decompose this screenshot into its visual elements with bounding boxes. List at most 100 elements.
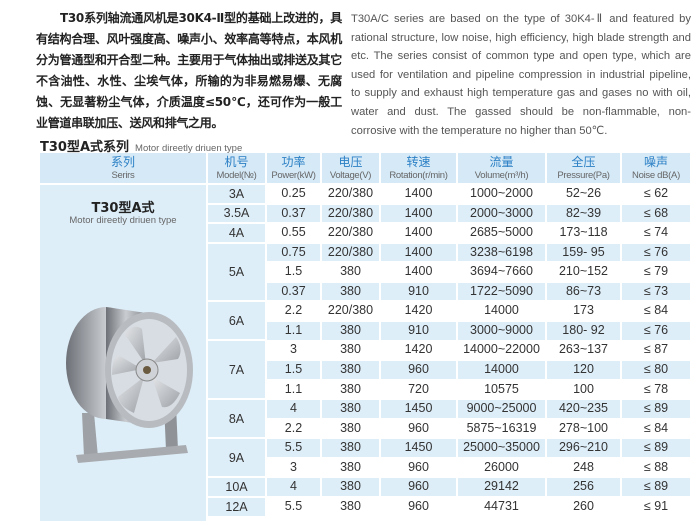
table-cell: 3238~6198: [458, 243, 545, 262]
table-cell: ≤ 91: [643, 498, 669, 513]
table-cell: ≤ 73: [622, 282, 690, 301]
table-cell: ≤ 80: [622, 361, 690, 379]
model-cell: 9A: [208, 439, 265, 477]
column-header-en: Serirs: [111, 170, 135, 181]
table-cell: 180- 92: [547, 321, 620, 340]
table-cell: 720: [408, 381, 429, 396]
table-cell: 1450: [381, 400, 456, 418]
table-cell: 220/380: [327, 186, 374, 200]
table-cell: ≤ 62: [643, 186, 669, 200]
table-cell: 380: [340, 381, 361, 396]
series-subtitle: Motor direetly driuen type: [69, 215, 177, 226]
model-cell: 6A: [208, 302, 265, 340]
table-cell: 26000: [484, 459, 519, 474]
table-cell: 420~235: [547, 400, 620, 418]
column-header: 电压 Voltage(V): [322, 153, 379, 183]
table-cell: 173: [573, 303, 594, 318]
model-cell: 8A: [208, 400, 265, 438]
table-cell: 380: [322, 439, 379, 457]
series-name: T30型A式: [91, 201, 155, 216]
table-cell: 1450: [381, 439, 456, 457]
table-cell: 380: [340, 459, 361, 474]
section-title: T30型A式系列 Motor direetly driuen type: [40, 136, 242, 155]
column-header-zh: 系列: [110, 155, 135, 169]
table-cell: 380: [340, 498, 361, 513]
table-cell: 159- 95: [547, 243, 620, 262]
table-cell: 10575: [484, 381, 519, 396]
table-cell: 220/380: [322, 243, 379, 262]
column-header-en: Rotation(r/min): [389, 170, 448, 181]
column-header: 噪声 Noise dB(A): [622, 153, 690, 183]
column-header: 机号 Model(№): [208, 153, 265, 183]
table-cell: 1.1: [284, 381, 303, 396]
table-cell: 1000~2000: [470, 186, 533, 200]
table-cell: 960: [381, 361, 456, 379]
column-header: 转速 Rotation(r/min): [381, 153, 456, 183]
column-header-zh: 全压: [571, 155, 596, 169]
table-cell: 3694~7660: [470, 264, 533, 279]
column-header-zh: 机号: [224, 155, 249, 169]
table-cell: 3000~9000: [458, 321, 545, 340]
column-header-en: Pressure(Pa): [557, 170, 610, 181]
column-header: 全压 Pressure(Pa): [547, 153, 620, 183]
table-cell: 210~152: [558, 264, 608, 279]
table-cell: ≤ 79: [643, 264, 669, 279]
table-cell: 220/380: [327, 225, 374, 240]
intro-chinese: T30系列轴流通风机是30K4-Ⅱ型的基础上改进的，具有结构合理、风叶强度高、噪…: [36, 11, 342, 130]
column-header-en: Power(kW): [271, 170, 316, 181]
table-cell: 3: [290, 342, 297, 357]
table-cell: 0.25: [281, 186, 306, 200]
table-cell: ≤ 84: [643, 303, 669, 318]
table-cell: 2.2: [284, 303, 303, 318]
table-cell: 1420: [404, 342, 433, 357]
table-cell: 380: [340, 342, 361, 357]
table-cell: 173~118: [559, 225, 608, 240]
table-cell: 86~73: [547, 282, 620, 301]
column-header-zh: 功率: [281, 155, 306, 169]
column-header-zh: 流量: [489, 155, 514, 169]
model-cell: 7A: [208, 341, 265, 399]
table-cell: 248: [573, 459, 594, 474]
table-cell: 220/380: [327, 303, 374, 318]
table-cell: ≤ 68: [622, 204, 690, 223]
table-cell: 5.5: [284, 498, 303, 513]
table-cell: ≤ 84: [643, 420, 669, 435]
table-cell: 14000: [458, 361, 545, 379]
table-cell: 380: [322, 400, 379, 418]
column-header-zh: 电压: [338, 155, 363, 169]
intro-english: T30A/C series are based on the type of 3…: [351, 13, 691, 137]
table-cell: 960: [408, 420, 429, 435]
table-cell: 960: [408, 498, 429, 513]
table-cell: 296~210: [547, 439, 620, 457]
table-cell: 82~39: [547, 204, 620, 223]
table-cell: 1420: [404, 303, 433, 318]
table-cell: 14000: [484, 303, 519, 318]
table-cell: 380: [322, 361, 379, 379]
table-cell: 910: [381, 321, 456, 340]
table-cell: 1400: [381, 243, 456, 262]
table-cell: 278~100: [558, 420, 608, 435]
table-cell: 29142: [458, 478, 545, 496]
column-header: 系列 Serirs: [40, 153, 206, 183]
section-title-zh: T30型A式系列: [40, 140, 130, 155]
table-cell: 1400: [404, 225, 433, 240]
table-cell: 44731: [484, 498, 519, 513]
model-cell: 10A: [208, 478, 265, 496]
column-header-zh: 噪声: [643, 155, 668, 169]
table-cell: ≤ 76: [622, 321, 690, 340]
table-cell: 1400: [381, 204, 456, 223]
column-header: 功率 Power(kW): [267, 153, 320, 183]
table-cell: 960: [408, 459, 429, 474]
table-cell: 1.5: [267, 361, 320, 379]
table-cell: 9000~25000: [458, 400, 545, 418]
table-cell: 2.2: [284, 420, 303, 435]
table-cell: 380: [322, 478, 379, 496]
table-cell: 220/380: [322, 204, 379, 223]
table-cell: 380: [340, 264, 361, 279]
table-cell: 260: [573, 498, 594, 513]
table-cell: 4: [267, 478, 320, 496]
table-cell: 3: [290, 459, 297, 474]
model-cell: 3.5A: [208, 204, 265, 223]
model-cell: 12A: [208, 497, 265, 516]
table-cell: 256: [547, 478, 620, 496]
